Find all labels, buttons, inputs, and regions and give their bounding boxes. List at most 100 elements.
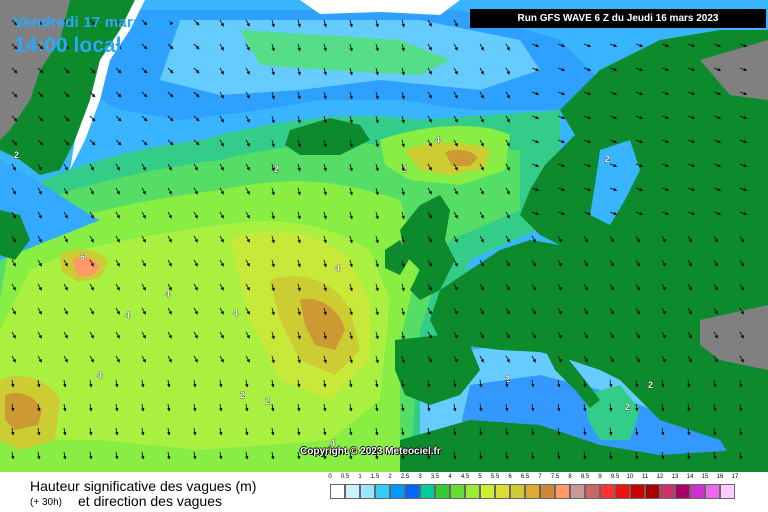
- direction-arrow: [11, 115, 18, 122]
- direction-arrow: [505, 91, 510, 99]
- direction-arrow: [271, 139, 275, 148]
- direction-arrow: [427, 43, 432, 51]
- direction-arrow: [452, 379, 457, 388]
- direction-arrow: [63, 235, 68, 243]
- direction-arrow: [713, 307, 718, 315]
- direction-arrow: [479, 235, 484, 243]
- direction-arrow: [401, 331, 405, 340]
- scale-tick-label: 9: [598, 474, 602, 480]
- direction-arrow: [635, 355, 640, 363]
- direction-arrow: [63, 211, 68, 219]
- direction-arrow: [11, 307, 16, 315]
- direction-arrow: [37, 67, 44, 74]
- direction-arrow: [114, 379, 119, 388]
- direction-arrow: [608, 427, 613, 436]
- direction-arrow: [712, 379, 717, 388]
- direction-arrow: [634, 427, 639, 436]
- direction-arrow: [193, 235, 198, 243]
- ice-edge-greenland: [70, 0, 145, 170]
- direction-arrow: [427, 211, 432, 219]
- band-4-5-mid: [300, 299, 345, 350]
- direction-arrow: [557, 331, 562, 339]
- direction-arrow: [687, 259, 692, 267]
- direction-arrow: [556, 403, 561, 412]
- direction-arrow: [401, 163, 405, 172]
- direction-arrow: [244, 403, 249, 412]
- direction-arrow: [582, 379, 587, 388]
- direction-arrow: [739, 283, 744, 291]
- direction-arrow: [712, 451, 717, 460]
- direction-arrow: [687, 187, 696, 192]
- direction-arrow: [167, 283, 172, 291]
- direction-arrow: [114, 451, 119, 460]
- direction-arrow: [219, 331, 224, 339]
- direction-arrow: [271, 211, 275, 220]
- direction-arrow: [297, 307, 301, 316]
- direction-arrow: [89, 67, 96, 74]
- direction-arrow: [192, 427, 197, 436]
- direction-arrow: [452, 427, 457, 436]
- direction-arrow: [531, 235, 536, 243]
- direction-arrow: [270, 451, 275, 460]
- direction-arrow: [193, 283, 198, 291]
- direction-arrow: [505, 211, 510, 219]
- direction-arrow: [608, 451, 613, 460]
- direction-arrow: [635, 163, 644, 168]
- scale-tick-label: 16: [716, 474, 724, 480]
- direction-arrow: [297, 43, 301, 52]
- scale-cell: [420, 484, 435, 499]
- direction-arrow: [37, 19, 44, 26]
- direction-arrow: [583, 283, 588, 291]
- direction-arrow: [713, 67, 722, 72]
- direction-arrow: [400, 427, 405, 436]
- direction-arrow: [687, 355, 692, 363]
- direction-arrow: [141, 235, 146, 243]
- direction-arrow: [297, 331, 301, 340]
- direction-arrow: [349, 235, 353, 244]
- uk: [400, 195, 455, 300]
- direction-arrow: [505, 331, 510, 339]
- contour-label: 4: [335, 263, 340, 273]
- direction-arrow: [296, 379, 301, 388]
- direction-arrow: [245, 139, 250, 147]
- direction-arrow: [635, 115, 644, 120]
- iceland: [285, 118, 370, 155]
- direction-arrow: [609, 187, 618, 192]
- direction-arrow: [296, 403, 301, 412]
- direction-arrow: [244, 379, 249, 388]
- direction-arrow: [609, 259, 614, 267]
- direction-arrow: [193, 67, 200, 74]
- direction-arrow: [375, 19, 379, 28]
- direction-arrow: [115, 19, 122, 26]
- ice-edge-north: [300, 0, 460, 15]
- direction-arrow: [582, 427, 587, 436]
- contour-label: 2: [265, 396, 270, 406]
- direction-arrow: [11, 91, 18, 98]
- direction-arrow: [140, 451, 145, 460]
- scale-cell: [495, 484, 510, 499]
- direction-arrow: [713, 283, 718, 291]
- direction-arrow: [479, 67, 484, 75]
- direction-arrow: [660, 379, 665, 388]
- scale-cell: [660, 484, 675, 499]
- direction-arrow: [89, 307, 94, 315]
- direction-arrow: [530, 379, 535, 388]
- direction-arrow: [531, 307, 536, 315]
- direction-arrow: [661, 139, 670, 144]
- scale-cell: [600, 484, 615, 499]
- direction-arrow: [36, 403, 41, 412]
- direction-arrow: [453, 235, 458, 243]
- direction-arrow: [140, 403, 145, 412]
- direction-arrow: [453, 211, 458, 219]
- direction-arrow: [687, 307, 692, 315]
- direction-arrow: [271, 163, 275, 172]
- direction-arrow: [323, 307, 327, 316]
- direction-arrow: [479, 259, 484, 267]
- direction-arrow: [738, 379, 743, 388]
- direction-arrow: [687, 67, 696, 72]
- direction-arrow: [583, 43, 592, 48]
- legend-forecast-hour: (+ 30h): [30, 497, 62, 508]
- scale-cell: [630, 484, 645, 499]
- direction-arrow: [739, 139, 748, 144]
- direction-arrow: [635, 139, 644, 144]
